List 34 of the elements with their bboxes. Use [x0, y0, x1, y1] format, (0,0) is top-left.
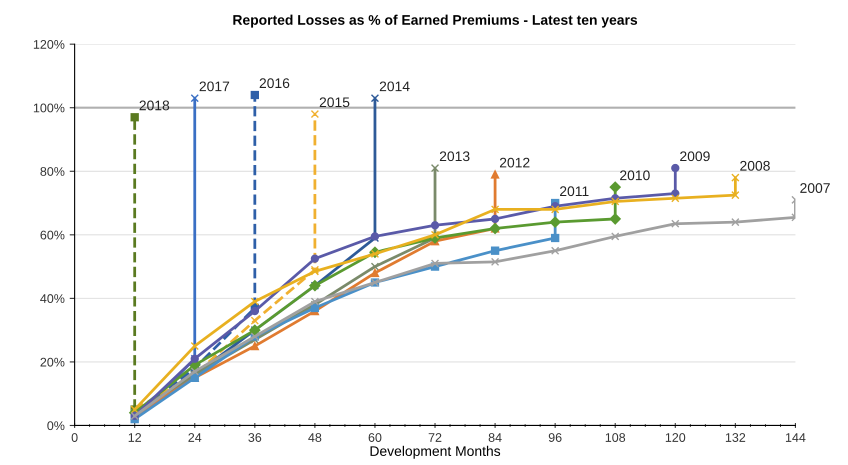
series-label: 2009	[680, 151, 710, 162]
series-label: 2010	[620, 170, 650, 180]
series-label: 2011	[560, 186, 589, 196]
chart-title: Reported Losses as % of Earned Premiums - Latest ten years	[233, 14, 638, 28]
y-tick-label: 40%	[40, 294, 64, 304]
series-label: 2017	[200, 81, 230, 92]
x-tick-label: 36	[248, 433, 262, 442]
x-tick-label: 84	[488, 433, 502, 442]
series-label: 2007	[800, 183, 830, 193]
series-label: 2015	[320, 97, 350, 108]
series-label: 2016	[260, 78, 290, 88]
x-tick-label: 60	[368, 433, 382, 442]
x-tick-label: 48	[308, 433, 322, 442]
series-label: 2013	[440, 151, 470, 162]
x-tick-label: 120	[666, 433, 686, 442]
y-tick-label: 60%	[40, 230, 64, 240]
y-tick-label: 80%	[40, 167, 64, 176]
x-axis-title: Development Months	[370, 446, 500, 459]
x-tick-label: 108	[606, 433, 626, 442]
series-label: 2012	[500, 158, 530, 168]
x-tick-label: 144	[786, 433, 806, 442]
series-label: 2014	[380, 81, 410, 92]
x-tick-label: 24	[188, 433, 202, 442]
x-tick-label: 132	[726, 433, 746, 442]
x-tick-label: 12	[128, 433, 142, 442]
y-tick-label: 120%	[34, 40, 64, 49]
x-tick-label: 0	[72, 433, 78, 442]
y-tick-label: 20%	[40, 358, 64, 367]
series-label: 2008	[740, 160, 770, 171]
y-tick-label: 0%	[47, 421, 64, 430]
x-tick-label: 72	[428, 433, 442, 442]
x-tick-label: 96	[548, 433, 562, 442]
series-label: 2018	[140, 100, 170, 110]
y-tick-label: 100%	[34, 104, 64, 112]
